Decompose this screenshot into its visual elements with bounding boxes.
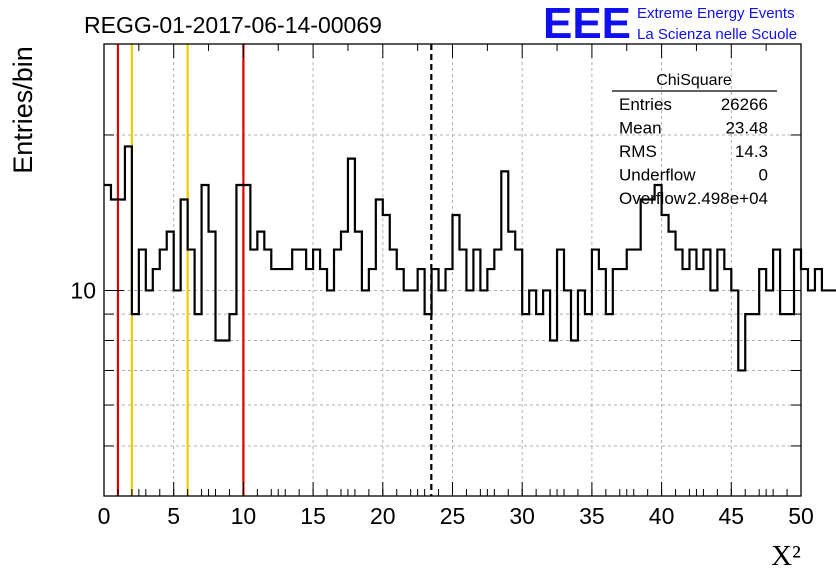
plot-frame — [103, 43, 802, 497]
x-tick-label: 40 — [649, 503, 675, 529]
stats-title: ChiSquare — [656, 72, 732, 89]
stats-label: Mean — [619, 119, 662, 138]
logo-line-1: Extreme Energy Events — [637, 5, 795, 22]
x-tick-label: 25 — [440, 503, 466, 529]
x-tick-label: 45 — [719, 503, 745, 529]
chart-title: REGG-01-2017-06-14-00069 — [84, 12, 382, 38]
stats-value: 2.498e+04 — [687, 189, 768, 208]
x-tick-label: 30 — [509, 503, 535, 529]
histogram-bins — [104, 145, 836, 372]
x-tick-label: 50 — [788, 503, 814, 529]
stats-rows: Entries 26266 Mean 23.48 RMS 14.3 Underflow 0 Ov… — [619, 95, 768, 208]
eee-logo: EEE Extreme Energy Events La Scienza nel… — [543, 0, 797, 48]
stats-value: 14.3 — [735, 142, 768, 161]
stats-value: 0 — [759, 166, 768, 185]
x-tick-label: 15 — [300, 503, 326, 529]
x-tick-label: 35 — [579, 503, 605, 529]
y-tick-label: 10 — [70, 277, 96, 303]
plot-area: 0 5 10 15 20 25 30 35 40 45 50 10 — [70, 43, 836, 529]
logo-letters: EEE — [543, 0, 631, 48]
stats-label: Overflow — [619, 189, 687, 208]
logo-line-2: La Scienza nelle Scuole — [637, 26, 797, 43]
y-axis-label: Entries/bin — [8, 46, 38, 174]
x-tick-label: 10 — [231, 503, 257, 529]
stats-box: ChiSquare Entries 26266 Mean 23.48 RMS 14.3 Un… — [612, 72, 777, 208]
stats-label: Entries — [619, 95, 672, 114]
x-axis-label: X² — [771, 540, 801, 572]
x-tick-label: 20 — [370, 503, 396, 529]
stats-label: Underflow — [619, 166, 696, 185]
x-tick-label: 5 — [167, 503, 180, 529]
stats-value: 23.48 — [725, 119, 768, 138]
axis-ticks: 0 5 10 15 20 25 30 35 40 45 50 10 — [70, 43, 814, 529]
stats-label: RMS — [619, 142, 657, 161]
x-tick-label: 0 — [98, 503, 111, 529]
stats-value: 26266 — [721, 95, 768, 114]
histogram-line — [104, 145, 836, 372]
